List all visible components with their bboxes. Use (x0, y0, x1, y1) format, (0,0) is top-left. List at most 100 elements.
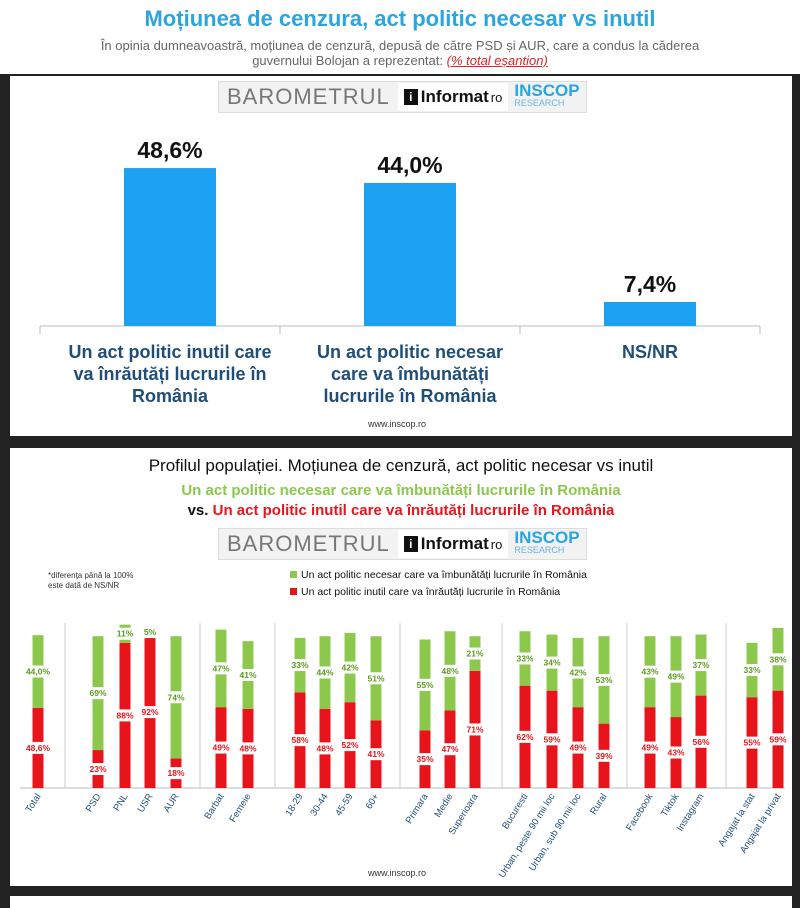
data-label-box (743, 736, 761, 749)
data-label-box (291, 734, 309, 747)
logo-informat-suffix: ro (490, 89, 503, 105)
data-label-red: 58% (291, 735, 308, 745)
data-label-red: 62% (516, 732, 533, 742)
footer-url[interactable]: www.inscop.ro (368, 419, 427, 429)
data-label-box (341, 661, 359, 674)
data-label-green: 33% (516, 653, 533, 663)
data-label-box (167, 691, 185, 704)
data-label-green: 48% (441, 666, 458, 676)
data-label-red: 52% (341, 740, 358, 750)
data-label-red: 49% (641, 743, 658, 753)
data-label-box (89, 763, 107, 776)
data-label-red: 23% (89, 764, 106, 774)
bar-value-label: 48,6% (137, 137, 202, 163)
barometrul-logo-2: BAROMETRUL i Informat ro INSCOP RESEARCH (218, 528, 587, 560)
data-label-green: 41% (239, 670, 256, 680)
data-label-red: 48% (239, 743, 256, 753)
category-label: Tiktok (659, 792, 682, 819)
category-label: Un act politic necesar (317, 342, 503, 362)
category-label: care va îmbunătăți (331, 364, 489, 384)
bar-1 (364, 183, 456, 326)
data-label-box (116, 627, 134, 640)
profile-stacked-chart: Un act politic necesar care va îmbunătăț… (20, 569, 787, 880)
logo-inscop: INSCOP RESEARCH (508, 82, 585, 110)
data-label-box (89, 687, 107, 700)
data-label-box (341, 739, 359, 752)
legend-label-red: Un act politic inutil care va înrăutăți … (301, 586, 560, 598)
note-line2: este dată de NS/NR (48, 581, 120, 590)
informat-i-icon: i (403, 536, 418, 552)
data-label-red: 71% (466, 724, 483, 734)
data-label-green: 44% (316, 668, 333, 678)
data-label-box (141, 706, 159, 719)
data-label-green: 42% (569, 668, 586, 678)
data-label-box (516, 652, 534, 665)
logo-barometrul-text: BAROMETRUL (227, 84, 390, 109)
logo-informat: i Informat ro (397, 530, 509, 558)
data-label-box (291, 659, 309, 672)
data-label-green: 49% (667, 672, 684, 682)
data-label-box (316, 742, 334, 755)
page-subtitle: În opinia dumneavoastră, moțiunea de cen… (0, 38, 800, 68)
data-label-box (316, 666, 334, 679)
data-label-box (641, 665, 659, 678)
bar-value-label: 44,0% (377, 152, 442, 178)
data-label-red: 49% (569, 743, 586, 753)
category-label: Un act politic inutil care (68, 342, 271, 362)
data-label-box (416, 753, 434, 766)
category-label: 18-29 (283, 792, 305, 818)
data-label-box (667, 746, 685, 759)
category-label: România (132, 386, 209, 406)
data-label-green: 51% (367, 673, 384, 683)
data-label-box (116, 709, 134, 722)
legend-swatch-green (290, 571, 297, 578)
category-label: 60+ (364, 791, 382, 811)
data-label-box (692, 659, 710, 672)
next-panel-edge (10, 896, 792, 908)
logo-research-text: RESEARCH (514, 545, 565, 555)
profile-subtitle-green: Un act politic necesar care va îmbunătăț… (181, 482, 621, 499)
profile-title: Profilul populației. Moțiunea de cenzură… (148, 456, 654, 475)
logo-inscop: INSCOP RESEARCH (508, 528, 585, 557)
logo-informat-suffix: ro (490, 536, 503, 552)
bar-value-label: 7,4% (624, 271, 676, 297)
category-label: Bucuresti (500, 792, 530, 831)
data-label-box (569, 741, 587, 754)
data-label-red: 39% (595, 751, 612, 761)
category-label: Primara (404, 791, 431, 826)
data-label-box (212, 741, 230, 754)
logo-inscop-text: INSCOP (514, 528, 580, 547)
data-label-box (25, 741, 51, 754)
data-label-box (367, 748, 385, 761)
category-label: 45-59 (333, 792, 355, 818)
data-label-box (769, 653, 787, 666)
legend-label-green: Un act politic necesar care va îmbunătăț… (301, 569, 587, 581)
data-label-green: 33% (743, 665, 760, 675)
data-label-green: 55% (416, 680, 433, 690)
data-label-box (25, 665, 51, 678)
data-label-box (441, 743, 459, 756)
legend-swatch-red (290, 588, 297, 595)
data-label-green: 43% (641, 667, 658, 677)
data-label-red: 43% (667, 748, 684, 758)
logo-barometrul-text: BAROMETRUL (227, 531, 390, 556)
data-label-green: 11% (117, 629, 134, 639)
bar-2 (604, 301, 696, 326)
category-label: USR (136, 792, 156, 815)
page-title: Moțiunea de cenzura, act politic necesar… (144, 6, 656, 31)
data-label-box (543, 656, 561, 669)
data-label-box (367, 672, 385, 685)
data-label-box (641, 741, 659, 754)
data-label-box (692, 735, 710, 748)
profile-subtitle-second: vs. Un act politic inutil care va înrăut… (10, 502, 792, 519)
data-label-red: 59% (769, 734, 786, 744)
subtitle-line1: În opinia dumneavoastră, moțiunea de cen… (100, 38, 700, 53)
category-label: PNL (111, 792, 130, 814)
footer-url[interactable]: www.inscop.ro (368, 868, 427, 878)
subtitle-link[interactable]: (% total eșantion) (446, 53, 548, 68)
data-label-box (595, 749, 613, 762)
data-label-red: 48,6% (26, 743, 51, 753)
data-label-box (667, 670, 685, 683)
logo-research-text: RESEARCH (514, 98, 565, 108)
